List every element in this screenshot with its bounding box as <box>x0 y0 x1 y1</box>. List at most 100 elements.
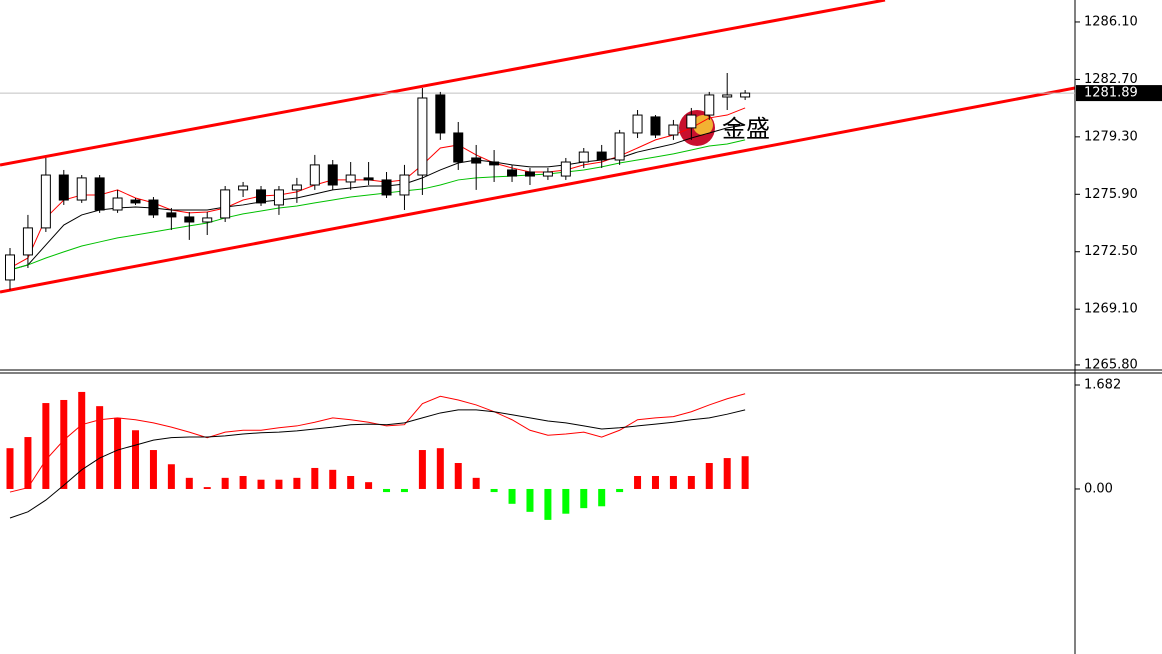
candle-body <box>632 114 643 134</box>
histogram-bar <box>723 458 731 489</box>
histogram-bar <box>221 477 229 489</box>
histogram-bar <box>60 399 68 489</box>
candle-body <box>291 184 302 191</box>
candle-body <box>5 254 15 281</box>
candle-body <box>112 197 123 211</box>
histogram-bar <box>472 477 480 489</box>
macd-line <box>9 409 746 519</box>
histogram-bar <box>436 448 444 489</box>
candle-body <box>614 132 625 161</box>
candle-body <box>435 94 446 134</box>
histogram-bar <box>132 430 140 489</box>
candle-body <box>202 217 213 223</box>
candle-body <box>220 189 231 219</box>
y-tick-label: 0.00 <box>1084 481 1113 496</box>
candle-body <box>94 177 105 211</box>
histogram-bar <box>598 488 606 507</box>
candle-body <box>417 97 428 176</box>
channel-line <box>0 0 886 167</box>
histogram-bar <box>741 456 749 489</box>
last-price-box <box>1076 85 1162 102</box>
histogram-bar <box>687 475 695 489</box>
candle-body <box>309 164 320 186</box>
histogram-bar <box>418 450 426 489</box>
candle-body <box>740 92 751 98</box>
candle-body <box>650 116 661 136</box>
candle-body <box>363 177 374 181</box>
histogram-bar <box>365 482 373 489</box>
y-tick-label: 1282.70 <box>1084 72 1138 87</box>
candle-body <box>524 171 535 177</box>
histogram-bar <box>203 487 211 489</box>
candle-body <box>238 185 249 191</box>
histogram-bar <box>562 488 570 514</box>
histogram-bar <box>616 488 624 493</box>
y-tick-label: 1275.90 <box>1084 187 1138 202</box>
histogram-bar <box>257 479 265 489</box>
candle-body <box>345 174 356 183</box>
histogram-bar <box>78 391 86 489</box>
histogram-bar <box>185 477 193 489</box>
candle-body <box>184 216 195 223</box>
candle-body <box>560 161 571 177</box>
histogram-bar <box>634 475 642 489</box>
candle-body <box>148 199 159 216</box>
candle-body <box>668 124 679 136</box>
candle-body <box>273 189 284 206</box>
histogram-bar <box>293 477 301 489</box>
y-tick-label: 1.682 <box>1084 378 1121 393</box>
histogram-bar <box>544 488 552 520</box>
histogram-bar <box>149 450 157 489</box>
candle-body <box>686 114 697 129</box>
candle-body <box>76 177 87 201</box>
histogram-bar <box>400 488 408 493</box>
histogram-bar <box>42 403 50 489</box>
candle-body <box>489 161 500 166</box>
y-tick-label: 1272.50 <box>1084 244 1138 259</box>
histogram-bar <box>167 464 175 489</box>
candle-body <box>453 132 464 163</box>
histogram-bar <box>454 463 462 489</box>
histogram-bar <box>239 475 247 489</box>
y-tick-label: 1269.10 <box>1084 302 1138 317</box>
candle-body <box>399 174 410 196</box>
histogram-bar <box>526 488 534 512</box>
histogram-bar <box>275 479 283 489</box>
histogram-bar <box>114 417 122 489</box>
watermark-text: 金盛 <box>722 115 770 143</box>
channel <box>0 0 1075 294</box>
histogram-bar <box>580 488 588 509</box>
histogram-bar <box>669 475 677 489</box>
histogram-bar <box>24 437 32 489</box>
histogram-bar <box>347 475 355 489</box>
histogram-bar <box>651 475 659 489</box>
last-price-label: 1281.89 <box>1084 86 1138 101</box>
histogram-bar <box>311 467 319 489</box>
candle-body <box>130 199 141 204</box>
candle-body <box>542 171 553 177</box>
candle-body <box>22 227 33 256</box>
candle-body <box>256 189 267 204</box>
histogram-bar <box>6 448 14 489</box>
y-tick-label: 1279.30 <box>1084 129 1138 144</box>
candle-body <box>507 169 518 177</box>
histogram-bar <box>705 463 713 489</box>
candle-body <box>40 174 51 229</box>
candle-body <box>722 94 733 98</box>
y-tick-label: 1265.80 <box>1084 357 1138 372</box>
candle-body <box>596 151 607 161</box>
candle-body <box>166 212 177 218</box>
histogram-bar <box>329 469 337 489</box>
candle-body <box>381 179 392 196</box>
candle-body <box>327 164 338 186</box>
histogram-bar <box>383 488 391 493</box>
candle-body <box>704 94 715 116</box>
candle-body <box>471 157 482 164</box>
moving-average <box>9 139 746 271</box>
channel-line <box>0 86 1075 294</box>
histogram-bar <box>490 488 498 493</box>
y-tick-label: 1286.10 <box>1084 14 1138 29</box>
logo <box>693 115 713 135</box>
